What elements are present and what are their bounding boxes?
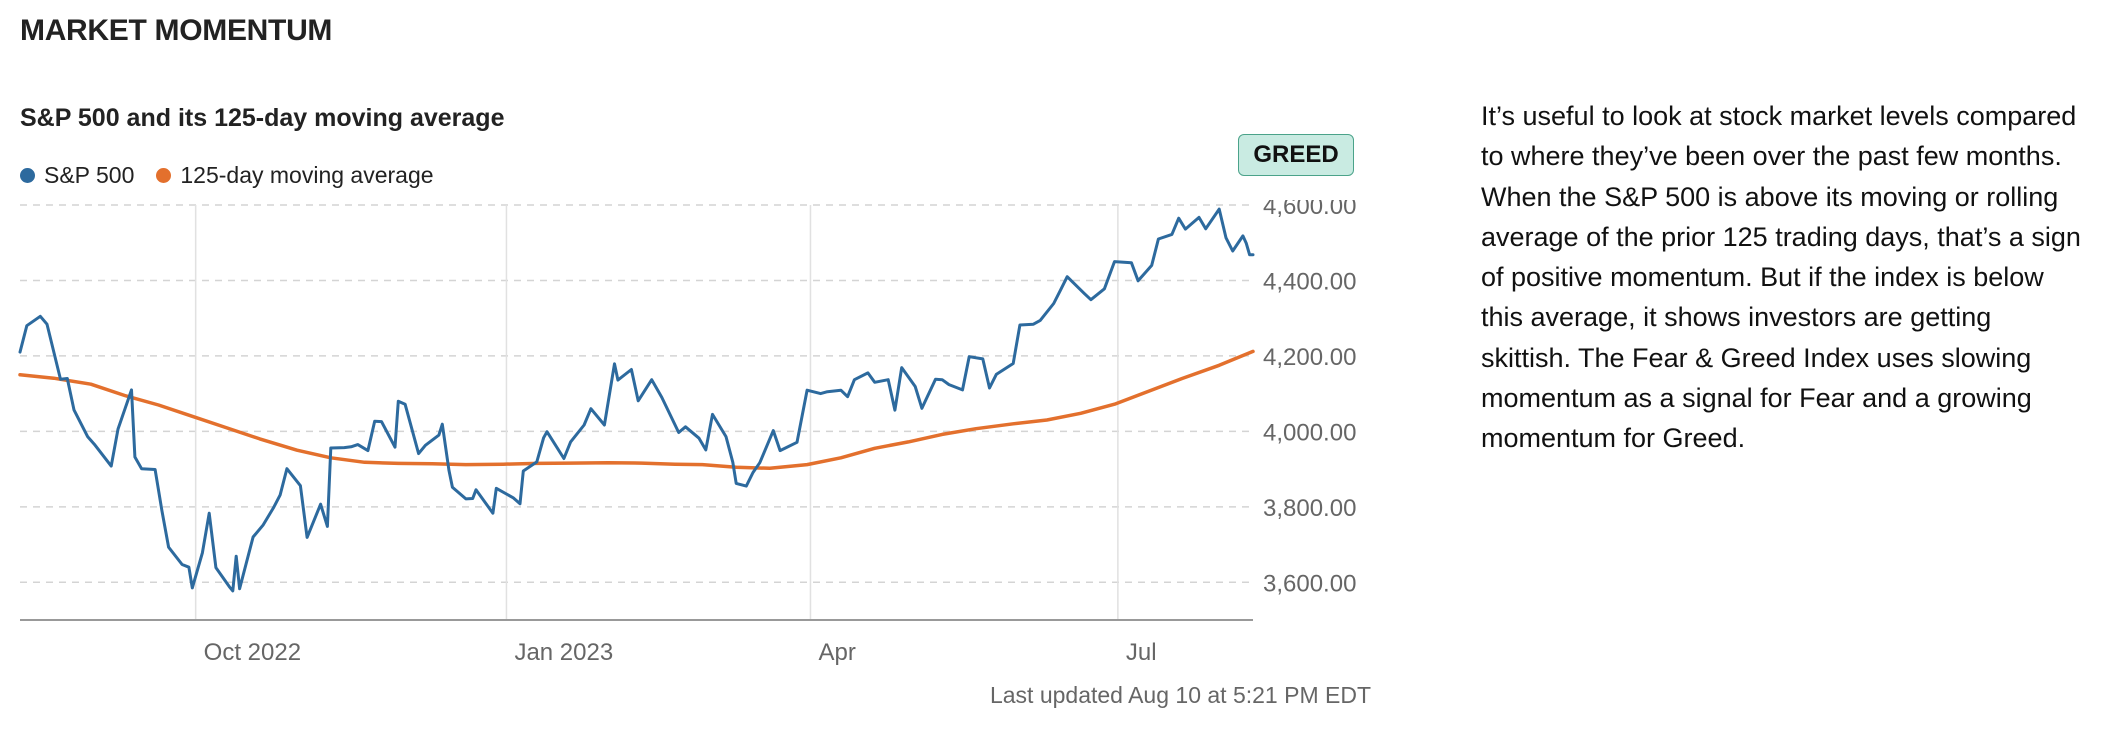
last-updated-text: Last updated Aug 10 at 5:21 PM EDT: [989, 682, 1371, 708]
y-tick-label: 3,600.00: [1263, 570, 1356, 597]
sentiment-badge: GREED: [1238, 134, 1354, 176]
legend-swatch-sp500: [20, 168, 35, 183]
y-tick-label: 4,600.00: [1263, 200, 1356, 220]
x-tick-label: Jan 2023: [514, 639, 613, 666]
legend-swatch-moving-average: [156, 168, 172, 183]
sp500-series-line: [18, 207, 1255, 593]
legend-item-moving-average: 125-day moving average: [156, 162, 434, 189]
legend-label-sp500: S&P 500: [44, 162, 135, 188]
x-tick-label: Jul: [1126, 639, 1157, 666]
y-tick-label: 4,200.00: [1263, 344, 1356, 371]
legend-item-sp500: S&P 500: [20, 162, 134, 189]
line-chart: 3,600.00 3,800.00 4,000.00 4,200.00 4,400.00…: [18, 200, 1356, 666]
description-text: It’s useful to look at stock market leve…: [1481, 101, 2081, 454]
y-tick-label: 4,400.00: [1263, 268, 1356, 295]
chart-legend: S&P 500 125-day moving average: [20, 162, 456, 189]
legend-label-moving-average: 125-day moving average: [180, 162, 434, 188]
moving-average-series-line: [18, 349, 1255, 471]
chart-title: S&P 500 and its 125-day moving average: [20, 104, 505, 132]
y-tick-label: 3,800.00: [1263, 495, 1356, 522]
section-title: MARKET MOMENTUM: [20, 14, 333, 47]
y-tick-label: 4,000.00: [1263, 419, 1356, 446]
x-tick-label: Apr: [818, 639, 855, 666]
x-tick-label: Oct 2022: [204, 639, 301, 666]
